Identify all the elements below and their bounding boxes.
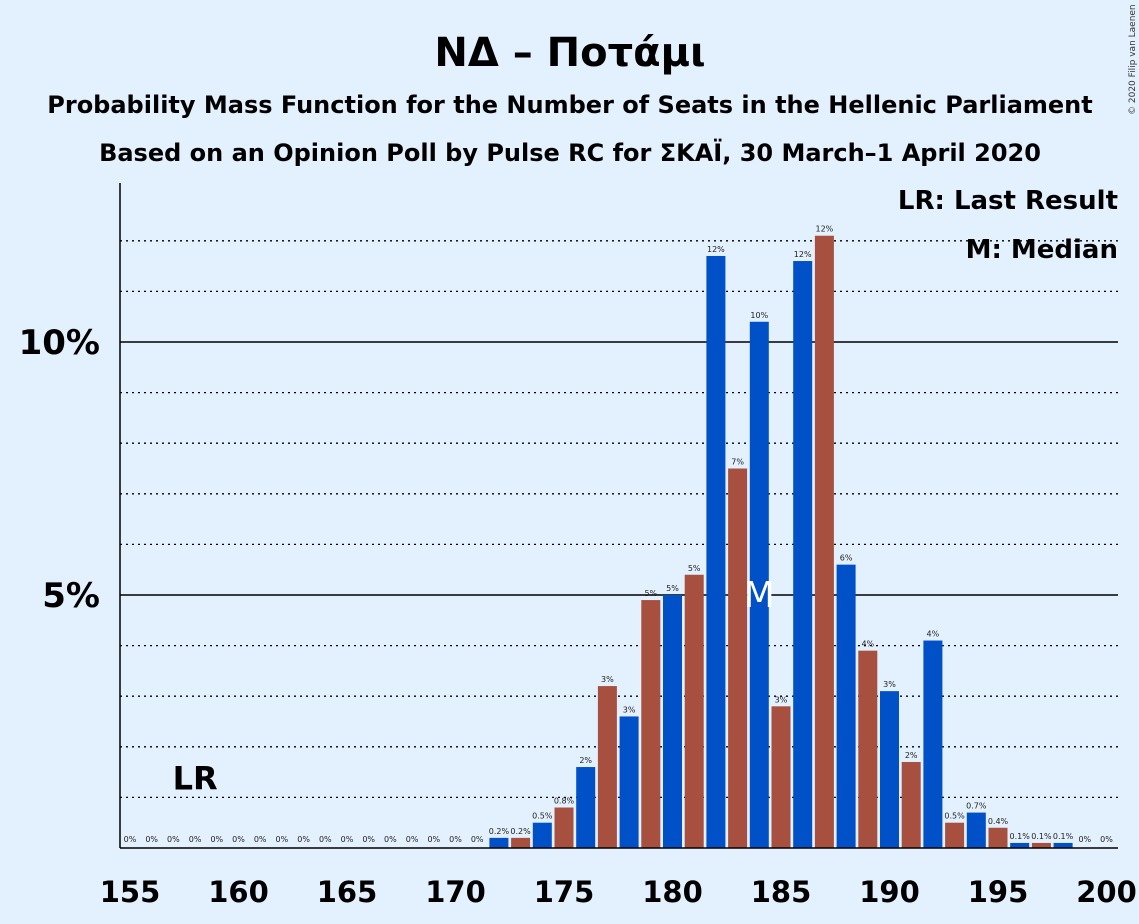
data-label-seats-189: 4% xyxy=(861,640,874,649)
data-label-seats-187: 12% xyxy=(816,225,834,234)
grid-lines xyxy=(120,240,1118,799)
axes: 5% 10% 155 160 165 170 175 180 185 190 195 200 xyxy=(19,183,1137,909)
data-label-seats-167: 0% xyxy=(384,835,397,844)
data-label-seats-182: 12% xyxy=(707,245,725,254)
data-label-seats-177: 3% xyxy=(601,675,614,684)
data-label-seats-186: 12% xyxy=(794,250,812,259)
data-label-seats-180: 5% xyxy=(666,584,679,593)
data-label-seats-168: 0% xyxy=(406,835,419,844)
bar-seats-191 xyxy=(901,761,921,848)
data-label-seats-195: 0.4% xyxy=(988,817,1009,826)
bar-seats-175 xyxy=(554,807,574,848)
bar-seats-187 xyxy=(814,235,834,849)
bar-seats-185 xyxy=(771,706,791,848)
copyright-text: © 2020 Filip van Laenen xyxy=(1128,4,1138,115)
bar-seats-190 xyxy=(880,691,899,848)
bar-seats-197 xyxy=(1031,842,1051,848)
data-label-seats-179: 5% xyxy=(644,589,657,598)
bar-seats-186 xyxy=(793,261,813,848)
data-label-seats-166: 0% xyxy=(362,835,375,844)
bar-seats-180 xyxy=(663,595,682,848)
data-label-seats-160: 0% xyxy=(232,835,245,844)
y-tick-label: 5% xyxy=(42,576,100,616)
data-label-seats-199: 0% xyxy=(1078,835,1091,844)
data-label-seats-194: 0.7% xyxy=(966,802,987,811)
chart-title: ΝΔ – Ποτάμι xyxy=(434,30,705,76)
data-label-seats-181: 5% xyxy=(688,564,701,573)
bar-seats-193 xyxy=(945,822,965,848)
data-label-seats-190: 3% xyxy=(883,680,896,689)
data-label-seats-184: 10% xyxy=(750,311,768,320)
x-tick-label: 170 xyxy=(425,875,486,909)
bar-seats-192 xyxy=(923,640,943,848)
bar-seats-178 xyxy=(619,716,639,848)
data-label-seats-158: 0% xyxy=(189,835,202,844)
bar-seats-195 xyxy=(988,827,1008,848)
bar-seats-176 xyxy=(576,767,596,848)
data-label-seats-163: 0% xyxy=(297,835,310,844)
bar-seats-198 xyxy=(1053,842,1073,848)
x-tick-label: 175 xyxy=(534,875,595,909)
data-label-seats-169: 0% xyxy=(427,835,440,844)
chart-subtitle-1: Probability Mass Function for the Number… xyxy=(47,91,1092,119)
data-label-seats-159: 0% xyxy=(210,835,223,844)
legend-last-result: LR: Last Result xyxy=(898,186,1118,216)
x-tick-label: 155 xyxy=(100,875,161,909)
bar-seats-173 xyxy=(511,837,531,848)
data-label-seats-185: 3% xyxy=(775,695,788,704)
legend-median: M: Median xyxy=(966,235,1118,265)
data-label-seats-183: 7% xyxy=(731,458,744,467)
bar-seats-188 xyxy=(836,564,856,848)
data-label-seats-175: 0.8% xyxy=(554,797,575,806)
bar-seats-189 xyxy=(858,650,878,848)
data-label-seats-174: 0.5% xyxy=(532,812,553,821)
bar-seats-172 xyxy=(489,837,509,848)
x-tick-label: 190 xyxy=(859,875,920,909)
x-tick-label: 200 xyxy=(1076,875,1137,909)
data-label-seats-165: 0% xyxy=(341,835,354,844)
bar-seats-183 xyxy=(728,468,748,848)
bar-seats-181 xyxy=(684,574,704,848)
data-label-seats-176: 2% xyxy=(579,756,592,765)
bar-seats-174 xyxy=(532,822,552,848)
data-label-seats-191: 2% xyxy=(905,751,918,760)
data-label-seats-197: 0.1% xyxy=(1031,832,1052,841)
data-label-seats-200: 0% xyxy=(1100,835,1113,844)
data-label-seats-193: 0.5% xyxy=(944,812,965,821)
data-label-seats-188: 6% xyxy=(840,554,853,563)
data-label-seats-162: 0% xyxy=(276,835,289,844)
x-tick-label: 185 xyxy=(751,875,812,909)
data-label-seats-198: 0.1% xyxy=(1053,832,1074,841)
data-label-seats-161: 0% xyxy=(254,835,267,844)
x-tick-label: 160 xyxy=(208,875,269,909)
x-tick-label: 195 xyxy=(968,875,1029,909)
data-label-seats-172: 0.2% xyxy=(489,827,510,836)
bar-seats-194 xyxy=(966,812,986,848)
bar-seats-184 xyxy=(749,321,769,848)
median-marker: M xyxy=(744,575,775,616)
data-label-seats-178: 3% xyxy=(623,705,636,714)
chart-subtitle-2: Based on an Opinion Poll by Pulse RC for… xyxy=(99,138,1041,167)
data-label-seats-155: 0% xyxy=(124,835,137,844)
bars: 0% 0% 0% 0% 0% 0% 0% 0% 0% 0% 0% 0% 0% 0% 0% 0% 0%0.2% 0.… xyxy=(124,225,1113,849)
data-label-seats-171: 0% xyxy=(471,835,484,844)
data-label-seats-173: 0.2% xyxy=(510,827,531,836)
data-label-seats-156: 0% xyxy=(145,835,158,844)
data-label-seats-157: 0% xyxy=(167,835,180,844)
y-tick-label: 10% xyxy=(19,323,100,363)
data-label-seats-164: 0% xyxy=(319,835,332,844)
bar-seats-196 xyxy=(1010,842,1030,848)
x-tick-label: 165 xyxy=(317,875,378,909)
data-label-seats-196: 0.1% xyxy=(1010,832,1031,841)
data-label-seats-192: 4% xyxy=(927,630,940,639)
bar-seats-182 xyxy=(706,255,726,849)
bar-seats-177 xyxy=(597,686,617,848)
data-label-seats-170: 0% xyxy=(449,835,462,844)
x-tick-label: 180 xyxy=(642,875,703,909)
bar-seats-179 xyxy=(641,600,661,848)
last-result-marker: LR xyxy=(173,759,218,797)
